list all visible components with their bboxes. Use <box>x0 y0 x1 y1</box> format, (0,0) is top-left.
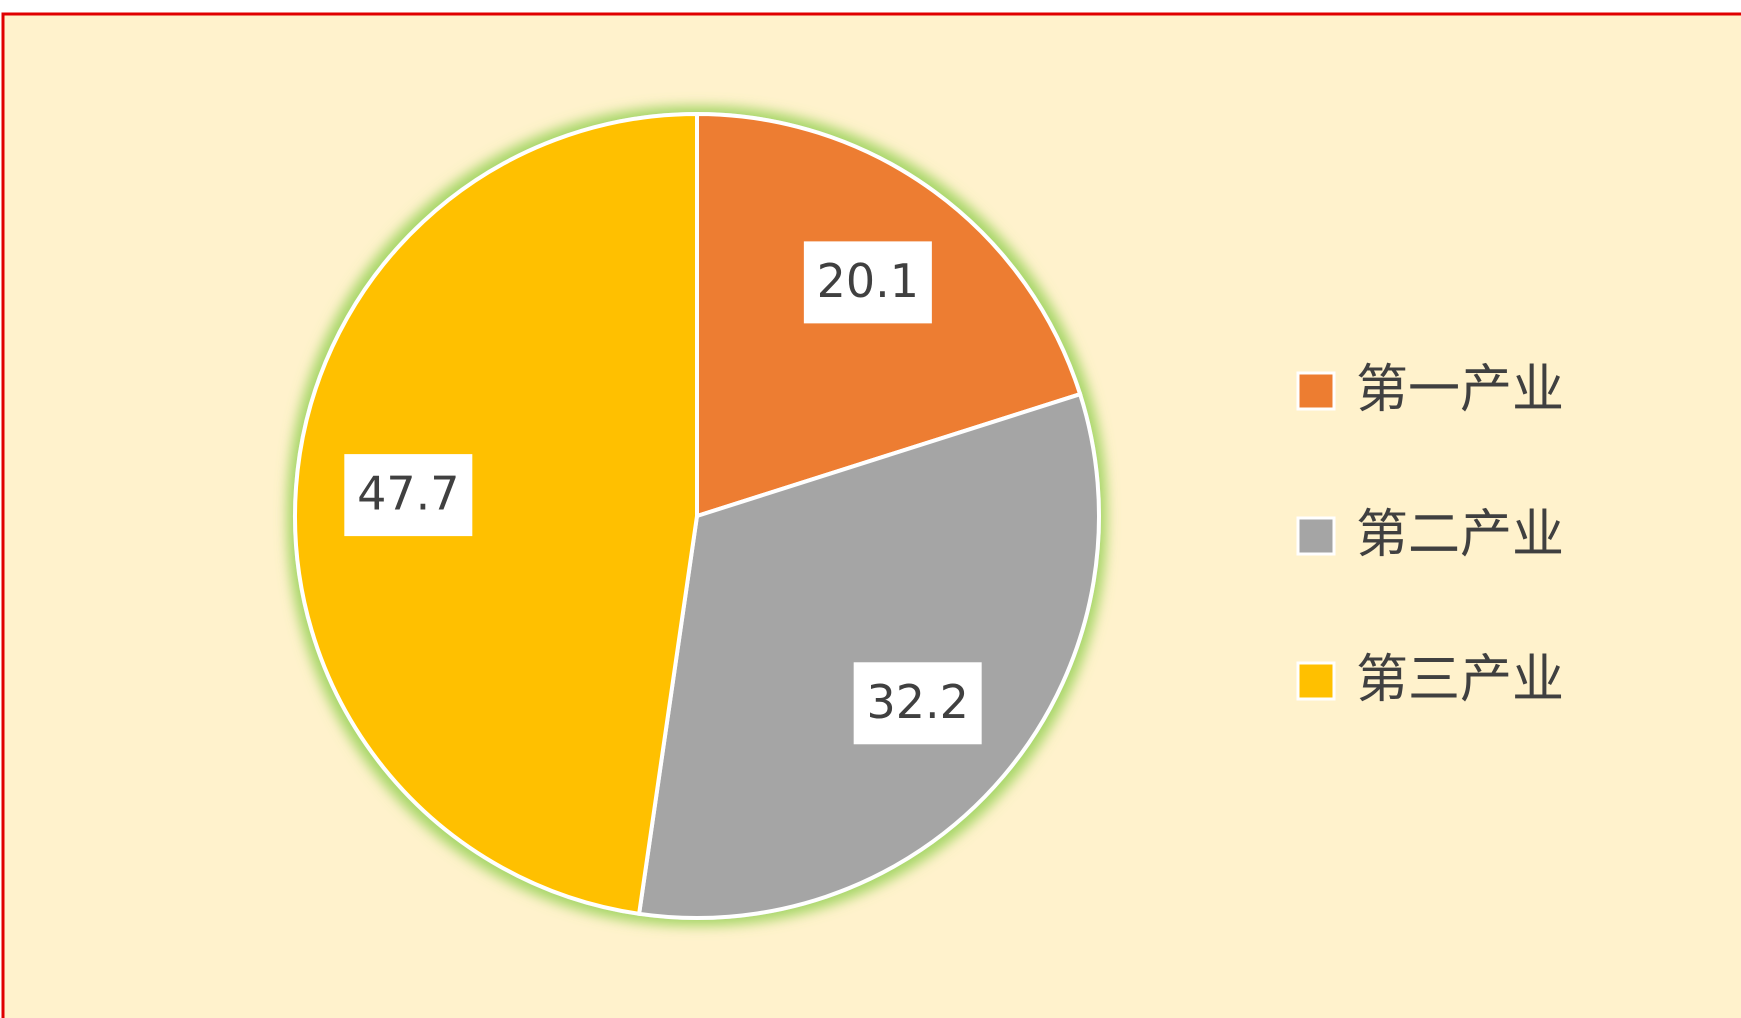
legend-label: 第二产业 <box>1356 505 1564 565</box>
pie-slice <box>636 391 1101 920</box>
legend-swatch <box>1296 516 1336 556</box>
data-label: 20.1 <box>817 254 919 308</box>
pie-slice <box>293 111 699 917</box>
data-label: 32.2 <box>866 675 968 729</box>
data-label-box <box>344 454 473 537</box>
legend-swatch <box>1296 661 1336 701</box>
data-label-box <box>853 662 982 745</box>
data-labels: 20.1 32.2 47.7 <box>344 241 982 745</box>
legend-swatch <box>1296 371 1336 411</box>
legend-label: 第一产业 <box>1356 360 1564 420</box>
pie <box>293 111 1101 920</box>
data-label: 47.7 <box>357 467 459 521</box>
legend-label: 第三产业 <box>1356 650 1564 710</box>
data-label-box <box>803 241 932 324</box>
